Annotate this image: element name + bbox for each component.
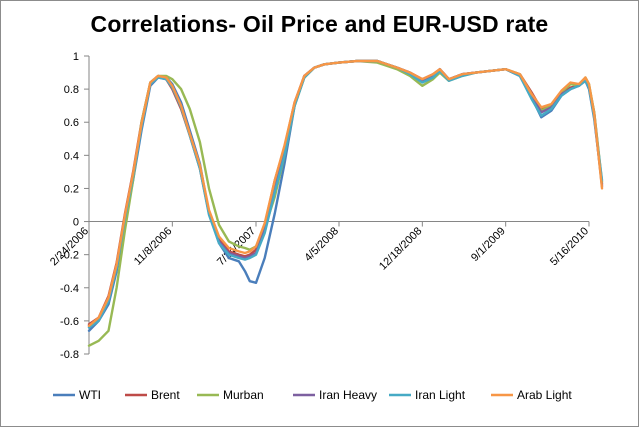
y-tick-label: 0.6 <box>64 117 79 129</box>
x-tick-label: 2/24/2006 <box>48 225 91 268</box>
series-line-arab-light <box>87 59 604 328</box>
y-tick-label: -0.2 <box>60 250 79 262</box>
chart-title: Correlations- Oil Price and EUR-USD rate <box>90 11 549 37</box>
x-tick-label: 4/5/2008 <box>302 225 341 264</box>
legend-label-murban: Murban <box>223 388 264 402</box>
legend-label-iran-heavy: Iran Heavy <box>319 388 377 402</box>
legend-label-wti: WTI <box>79 388 101 402</box>
y-tick-label: 0.8 <box>64 84 79 96</box>
y-tick-label: 0.4 <box>64 150 79 162</box>
x-tick-label: 5/16/2010 <box>548 225 591 268</box>
legend-label-iran-light: Iran Light <box>415 388 466 402</box>
x-tick-label: 9/1/2009 <box>469 225 508 264</box>
y-tick-label: -0.4 <box>60 283 79 295</box>
series-line-brent <box>87 59 604 326</box>
y-tick-label: -0.6 <box>60 316 79 328</box>
x-tick-label: 12/18/2008 <box>377 225 424 272</box>
series-line-iran-heavy <box>87 59 604 328</box>
y-tick-label: 0 <box>73 217 79 229</box>
x-tick-label: 11/8/2006 <box>132 225 175 268</box>
series-line-murban <box>87 59 604 347</box>
legend-label-brent: Brent <box>151 388 180 402</box>
y-tick-label: 1 <box>73 51 79 63</box>
legend-label-arab-light: Arab Light <box>517 388 572 402</box>
y-tick-label: -0.8 <box>60 349 79 361</box>
legend: WTI Brent Murban Iran Heavy Iran Light Arab L… <box>53 388 572 402</box>
series-layer <box>87 59 604 347</box>
series-line-wti <box>87 59 604 332</box>
y-tick-label: 0.2 <box>64 183 79 195</box>
series-line-iran-light <box>87 59 604 329</box>
